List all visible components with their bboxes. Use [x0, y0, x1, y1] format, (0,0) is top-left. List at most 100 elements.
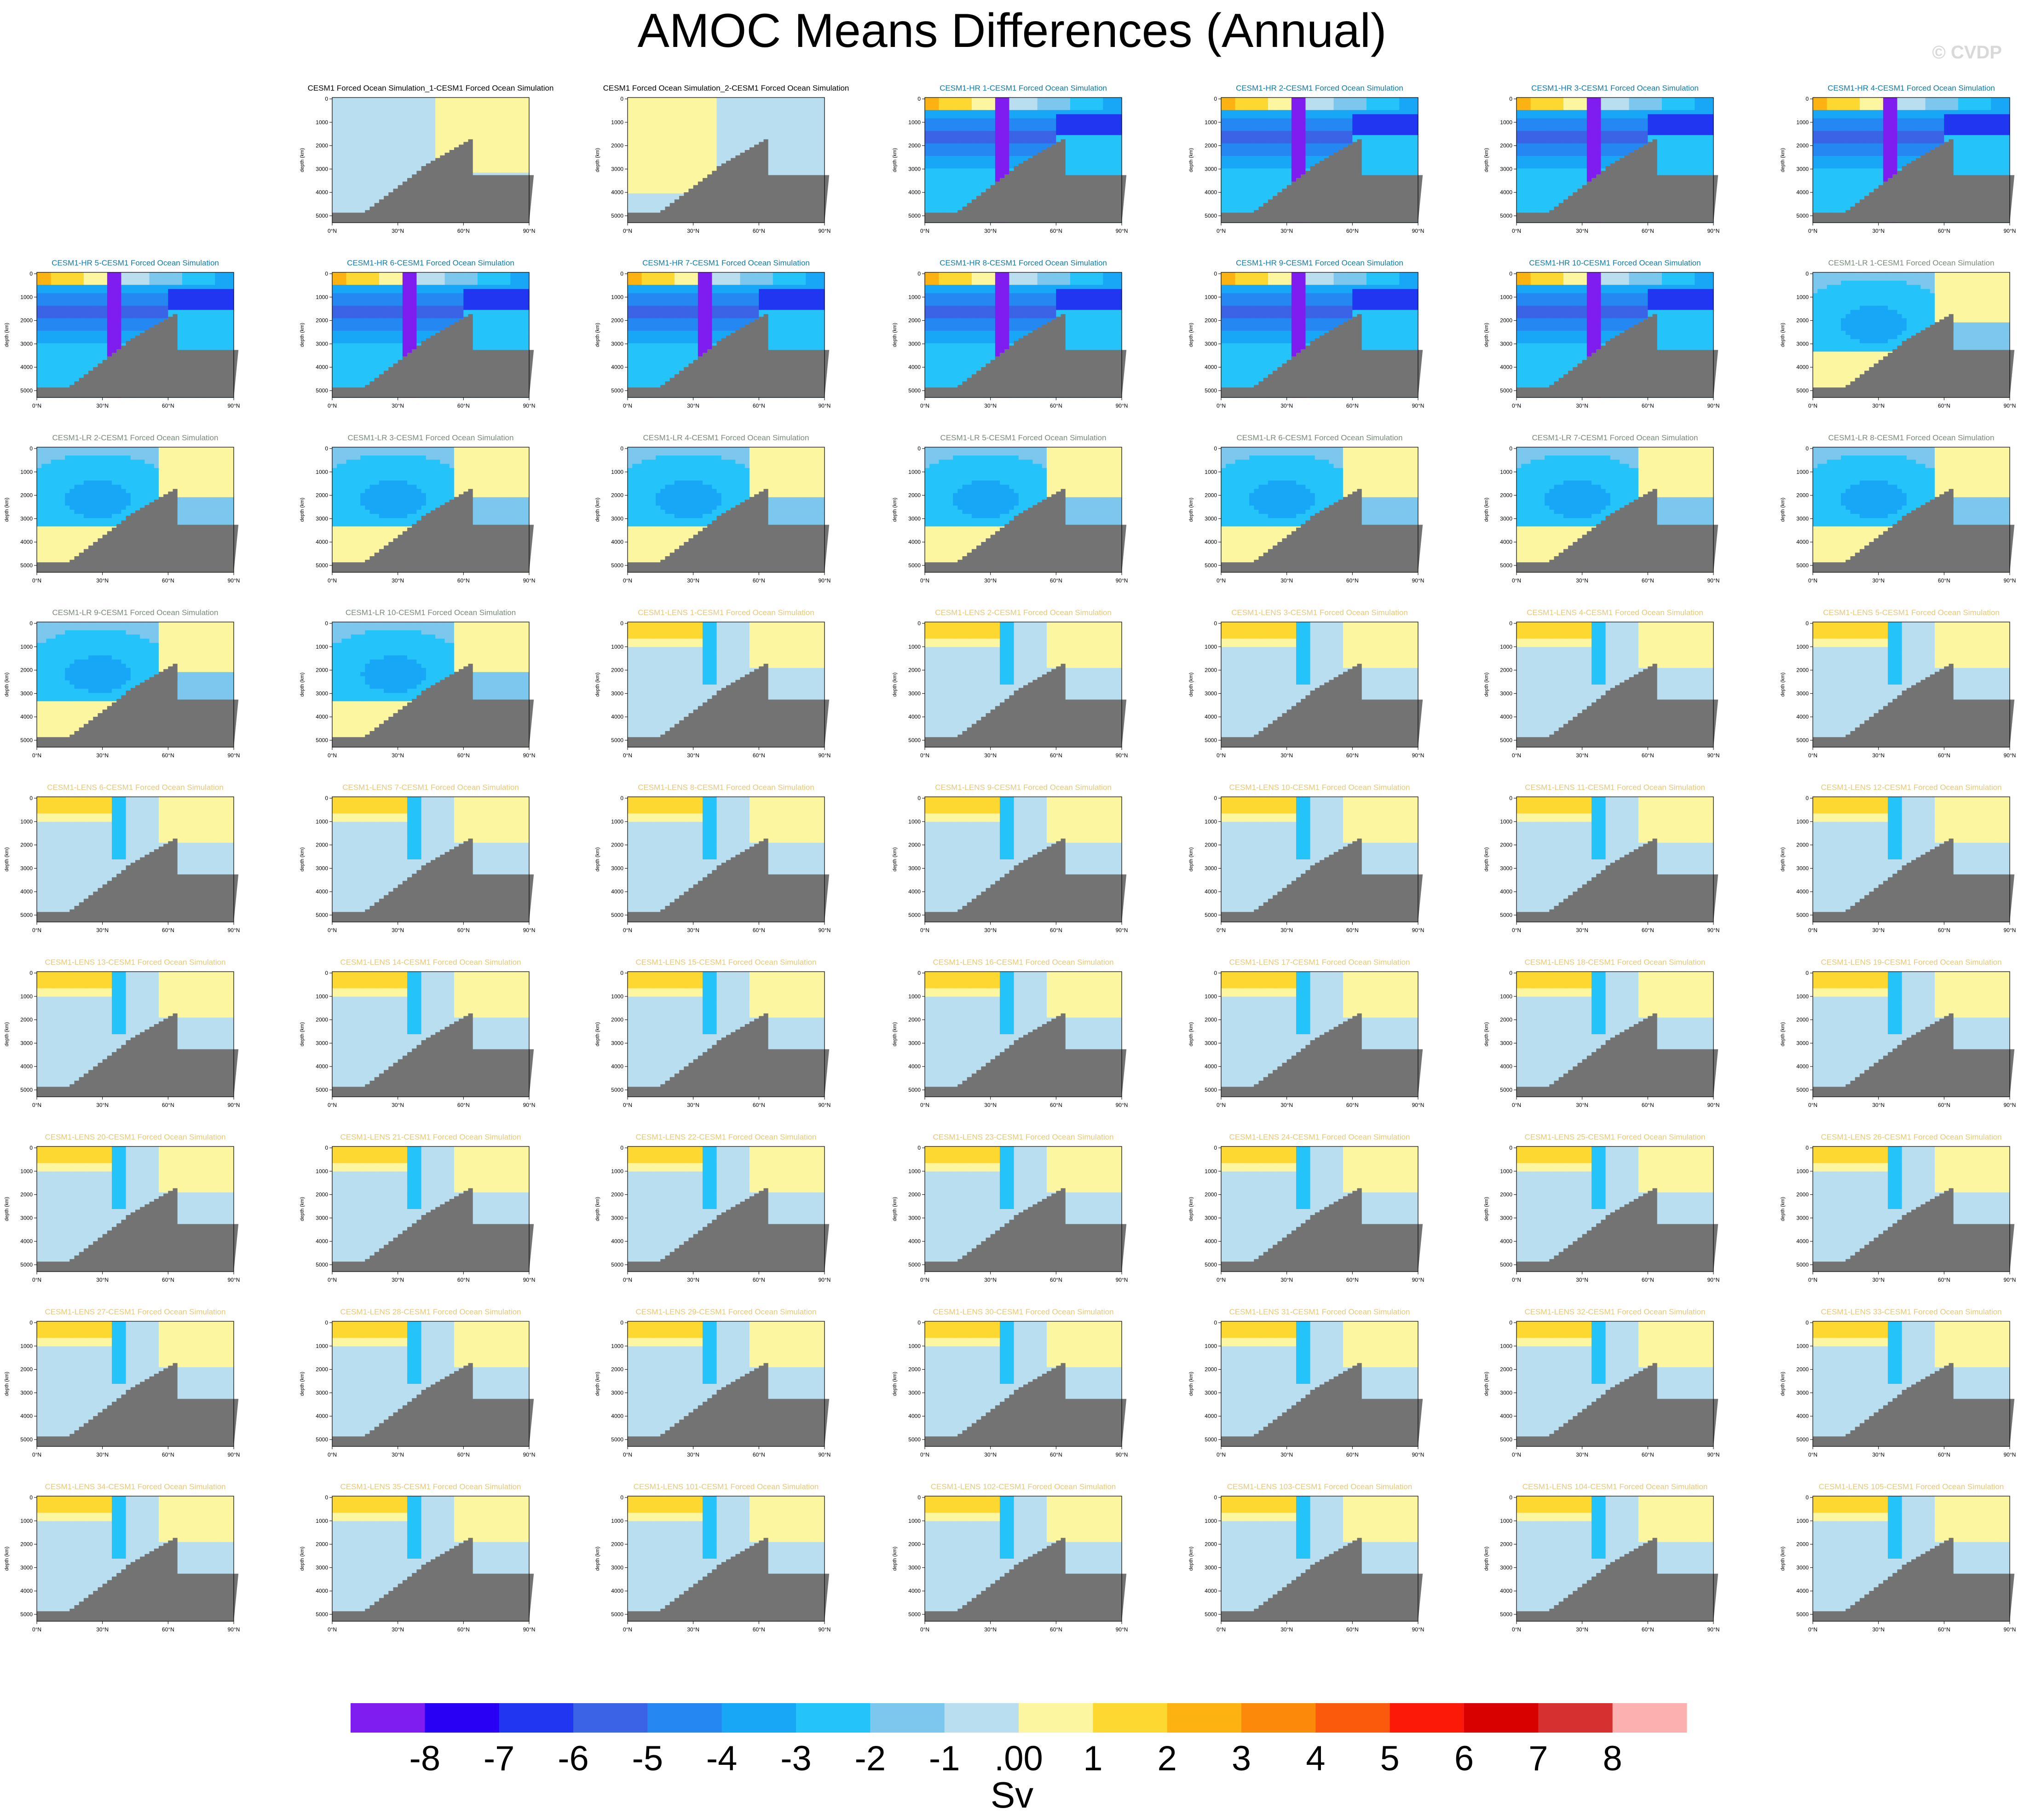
- contour-cell: [1413, 139, 1419, 144]
- contour-cell: [491, 139, 496, 144]
- contour-cell: [651, 181, 656, 185]
- contour-cell: [684, 177, 689, 181]
- contour-cell: [1098, 114, 1103, 119]
- contour-cell: [957, 177, 963, 181]
- contour-cell: [1352, 135, 1357, 140]
- contour-cell: [717, 152, 722, 156]
- contour-cell: [473, 106, 478, 110]
- contour-cell: [1352, 110, 1357, 115]
- contour-cell: [346, 189, 352, 194]
- contour-cell: [1254, 118, 1259, 123]
- contour-cell: [351, 148, 356, 152]
- contour-cell: [1348, 102, 1353, 106]
- contour-cell: [1235, 206, 1240, 211]
- contour-cell: [416, 102, 421, 106]
- contour-cell: [995, 131, 1000, 136]
- contour-cell: [1273, 110, 1278, 115]
- contour-cell: [1038, 148, 1043, 152]
- contour-cell: [1245, 102, 1250, 106]
- contour-cell: [651, 156, 656, 161]
- contour-cell: [1084, 148, 1089, 152]
- contour-cell: [735, 135, 740, 140]
- contour-cell: [745, 106, 750, 110]
- contour-cell: [1409, 102, 1414, 106]
- contour-cell: [384, 127, 389, 131]
- contour-cell: [1343, 98, 1348, 102]
- contour-cell: [656, 127, 661, 131]
- contour-cell: [976, 135, 981, 140]
- contour-cell: [778, 98, 783, 102]
- contour-cell: [1268, 98, 1273, 102]
- contour-cell: [707, 152, 712, 156]
- contour-cell: [995, 135, 1000, 140]
- contour-cell: [1089, 118, 1094, 123]
- contour-cell: [515, 160, 520, 165]
- contour-cell: [967, 168, 972, 173]
- contour-cell: [820, 139, 825, 144]
- contour-cell: [688, 148, 693, 152]
- contour-cell: [1315, 148, 1320, 152]
- contour-cell: [525, 144, 530, 148]
- contour-cell: [981, 164, 986, 169]
- contour-cell: [1023, 144, 1028, 148]
- contour-cell: [1305, 110, 1310, 115]
- contour-cell: [1019, 122, 1024, 127]
- contour-cell: [1329, 135, 1334, 140]
- contour-cell: [693, 110, 698, 115]
- contour-cell: [693, 114, 698, 119]
- contour-cell: [660, 181, 665, 185]
- contour-cell: [356, 102, 361, 106]
- contour-cell: [375, 148, 380, 152]
- contour-cell: [1404, 139, 1409, 144]
- contour-cell: [1221, 118, 1226, 123]
- contour-cell: [1117, 110, 1122, 115]
- contour-cell: [388, 160, 393, 165]
- contour-cell: [403, 139, 408, 144]
- contour-cell: [384, 189, 389, 194]
- contour-cell: [768, 135, 773, 140]
- contour-cell: [957, 118, 963, 123]
- contour-cell: [1117, 106, 1122, 110]
- contour-cell: [393, 144, 398, 148]
- contour-cell: [1084, 131, 1089, 136]
- contour-cell: [1315, 144, 1320, 148]
- contour-cell: [948, 177, 953, 181]
- contour-cell: [963, 114, 968, 119]
- contour-cell: [1310, 148, 1315, 152]
- contour-cell: [1249, 189, 1254, 194]
- contour-cell: [1230, 160, 1235, 165]
- contour-cell: [665, 135, 670, 140]
- contour-cell: [1056, 110, 1061, 115]
- contour-cell: [1273, 131, 1278, 136]
- contour-cell: [525, 148, 530, 152]
- contour-cell: [953, 102, 958, 106]
- contour-cell: [421, 114, 427, 119]
- contour-cell: [1301, 122, 1306, 127]
- contour-cell: [1221, 160, 1226, 165]
- contour-cell: [482, 102, 487, 106]
- contour-cell: [1070, 131, 1075, 136]
- contour-cell: [525, 156, 530, 161]
- contour-cell: [426, 139, 431, 144]
- contour-cell: [487, 148, 492, 152]
- contour-cell: [1287, 98, 1292, 102]
- contour-cell: [929, 102, 934, 106]
- contour-cell: [1004, 168, 1009, 173]
- contour-cell: [1362, 139, 1367, 144]
- contour-cell: [1249, 106, 1254, 110]
- contour-cell: [1296, 131, 1301, 136]
- contour-cell: [1098, 144, 1103, 148]
- contour-cell: [967, 118, 972, 123]
- contour-cell: [1032, 139, 1038, 144]
- contour-cell: [426, 127, 431, 131]
- contour-cell: [482, 164, 487, 169]
- contour-cell: [778, 122, 783, 127]
- contour-cell: [1404, 135, 1409, 140]
- contour-cell: [1310, 98, 1315, 102]
- contour-cell: [759, 122, 764, 127]
- contour-cell: [750, 127, 755, 131]
- contour-cell: [487, 156, 492, 161]
- contour-cell: [782, 102, 787, 106]
- contour-cell: [1380, 148, 1385, 152]
- contour-cell: [341, 164, 346, 169]
